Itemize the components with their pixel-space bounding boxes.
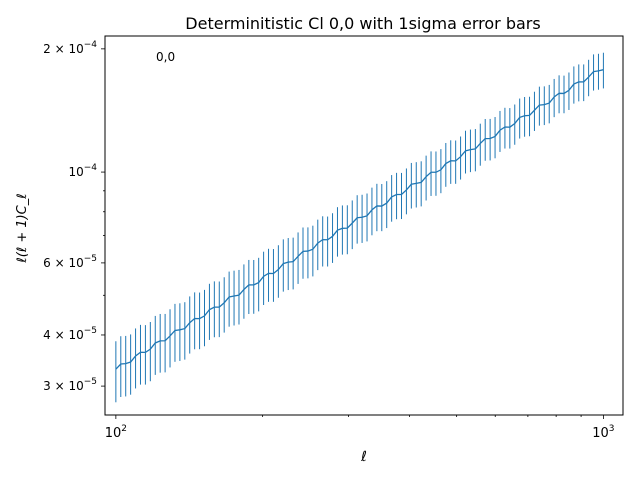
y-tick-label: 2 × 10−4: [43, 40, 97, 56]
chart-title: Determinitistic Cl 0,0 with 1sigma error…: [185, 14, 540, 33]
y-tick-label: 3 × 10−5: [43, 377, 97, 393]
x-axis-label: ℓ: [360, 449, 367, 465]
axes: 102 103 3 × 10−5 4 × 10−5 6 × 10−5 10−4 2 × 10…: [43, 35, 624, 441]
y-tick-label: 6 × 10−5: [43, 254, 97, 270]
series-annotation: 0,0: [156, 50, 175, 64]
x-tick-label: 102: [105, 424, 127, 441]
x-tick-label: 103: [592, 424, 614, 441]
axes-frame: [104, 35, 624, 416]
y-axis-label: ℓ(ℓ + 1)C_ℓ: [15, 193, 30, 263]
plot-area: [115, 52, 604, 403]
y-tick-label: 10−4: [68, 163, 97, 179]
series-line: [115, 69, 604, 370]
y-tick-label: 4 × 10−5: [43, 326, 97, 342]
